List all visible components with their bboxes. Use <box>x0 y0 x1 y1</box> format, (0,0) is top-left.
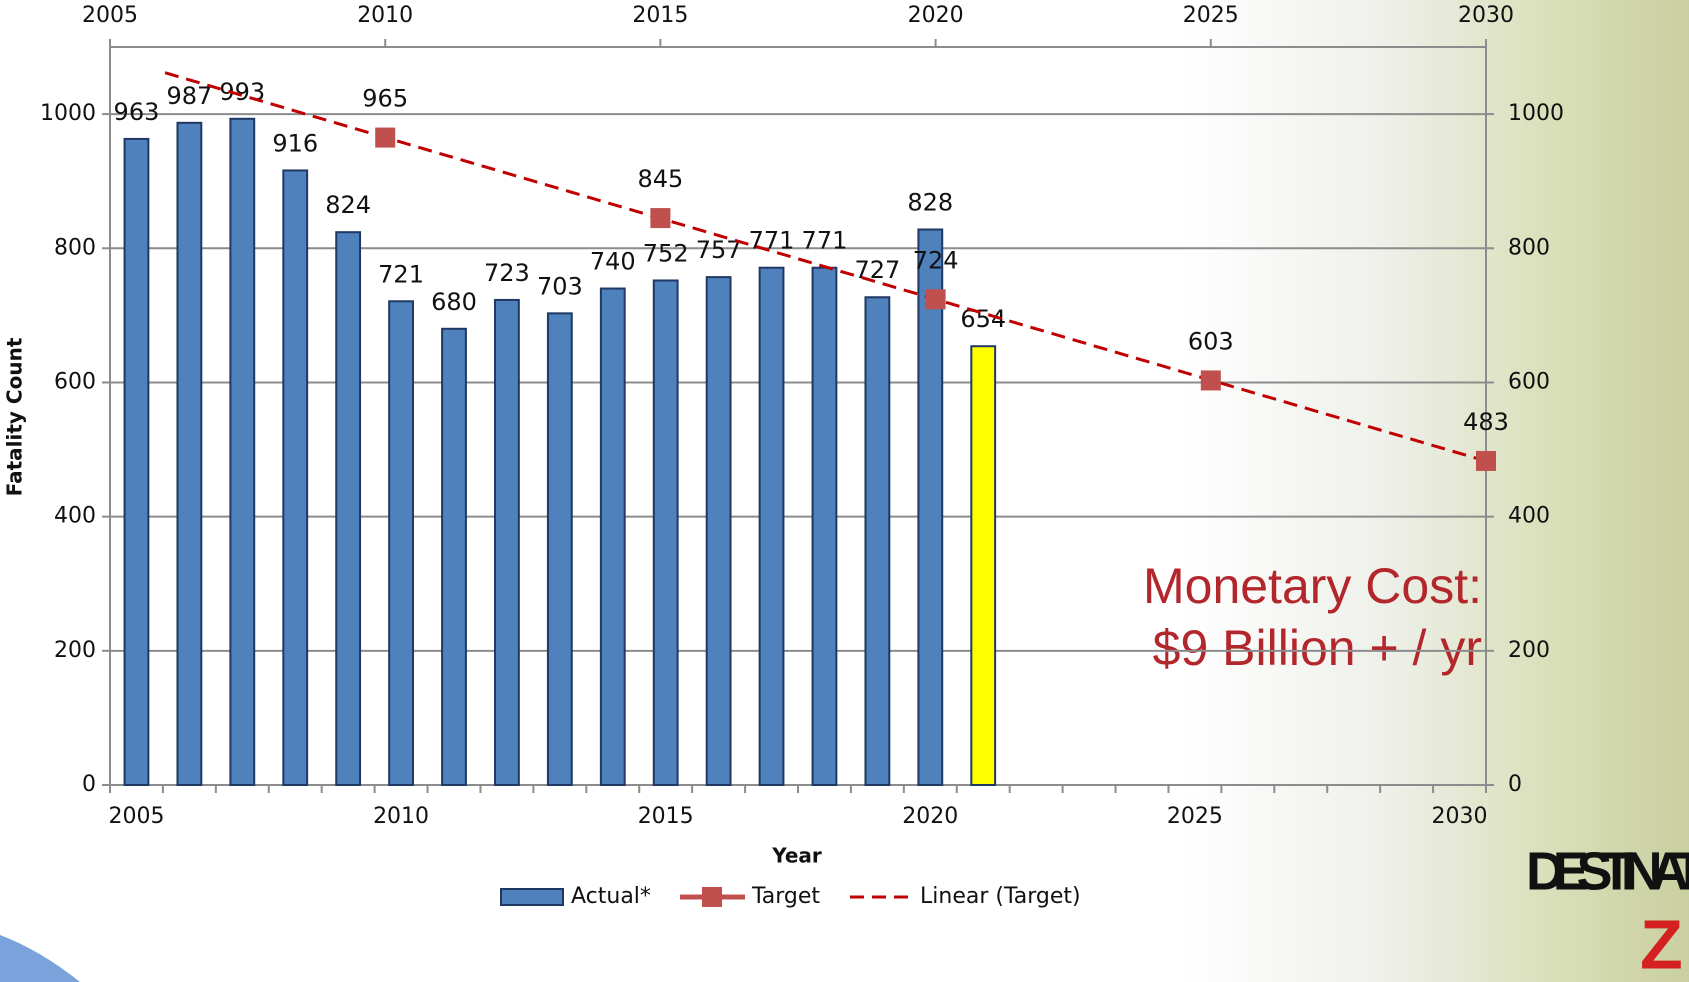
data-label: 752 <box>643 239 689 267</box>
x2-tick-label: 2030 <box>1458 3 1514 28</box>
decor-curve <box>0 935 80 982</box>
x2-tick-label: 2005 <box>82 3 138 28</box>
x-tick-label: 2030 <box>1432 804 1488 829</box>
y2-tick-label: 400 <box>1508 504 1550 529</box>
marker <box>375 127 396 148</box>
x2-tick-label: 2025 <box>1183 3 1239 28</box>
bar <box>599 287 626 786</box>
data-label: 771 <box>749 227 795 255</box>
marker <box>1476 450 1496 471</box>
x-tick-label: 2005 <box>108 804 164 829</box>
data-label: 771 <box>802 227 848 255</box>
data-label: 603 <box>1188 327 1234 355</box>
y-tick-label: 1000 <box>40 101 96 126</box>
bar <box>123 137 150 786</box>
x-tick-label: 2010 <box>373 804 429 829</box>
data-label: 963 <box>114 98 160 126</box>
bar <box>917 228 944 787</box>
y2-tick-label: 1000 <box>1508 101 1564 126</box>
x2-tick-label: 2020 <box>908 3 964 28</box>
data-label: 740 <box>590 248 636 276</box>
marker <box>1200 370 1221 391</box>
data-label: 916 <box>272 129 318 157</box>
y-tick-label: 400 <box>54 504 96 529</box>
y2-tick-label: 0 <box>1508 772 1522 797</box>
bar <box>811 266 838 787</box>
data-label: 828 <box>907 188 953 216</box>
y2-tick-label: 800 <box>1508 235 1550 260</box>
bar <box>229 117 256 786</box>
data-label: 987 <box>166 82 212 110</box>
logo-text: DESTINAT <box>1526 841 1689 901</box>
annotation: Monetary Cost: <box>1143 558 1482 614</box>
bar <box>705 276 732 786</box>
x-tick-label: 2025 <box>1167 804 1223 829</box>
y-tick-label: 200 <box>54 638 96 663</box>
data-label: 845 <box>637 165 683 193</box>
data-label: 724 <box>913 246 959 274</box>
data-label: 483 <box>1463 408 1509 436</box>
bar <box>864 296 891 786</box>
x-axis-label: Year <box>771 844 822 868</box>
x2-tick-label: 2015 <box>632 3 688 28</box>
bar <box>176 121 203 786</box>
legend-label: Target <box>751 884 820 909</box>
bar <box>546 312 573 786</box>
legend-label: Linear (Target) <box>920 884 1081 909</box>
data-label: 824 <box>325 191 371 219</box>
bar <box>652 279 679 786</box>
x-tick-label: 2020 <box>902 804 958 829</box>
data-label: 721 <box>378 260 424 288</box>
bar <box>335 231 362 787</box>
data-label: 757 <box>696 236 742 264</box>
bar <box>758 266 785 787</box>
marker <box>925 289 946 310</box>
x2-tick-label: 2010 <box>357 3 413 28</box>
bar <box>494 298 520 786</box>
data-label: 723 <box>484 259 530 287</box>
bar <box>441 327 467 786</box>
y-tick-label: 800 <box>54 235 96 260</box>
bar <box>388 300 414 786</box>
data-label: 703 <box>537 272 583 300</box>
data-label: 727 <box>854 256 900 284</box>
legend-label: Actual* <box>571 884 651 909</box>
marker <box>650 208 671 229</box>
bar <box>970 345 997 786</box>
y-tick-label: 600 <box>54 369 96 394</box>
x-tick-label: 2015 <box>638 804 694 829</box>
data-label: 965 <box>362 85 408 113</box>
data-label: 680 <box>431 288 477 316</box>
annotation: $9 Billion + / yr <box>1153 620 1482 676</box>
y2-tick-label: 200 <box>1508 638 1550 663</box>
y2-tick-label: 600 <box>1508 369 1550 394</box>
logo-text: Z <box>1640 905 1683 982</box>
legend-swatch <box>500 888 564 906</box>
legend-swatch <box>702 887 722 907</box>
bar <box>282 169 309 786</box>
y-axis-label: Fatality Count <box>3 337 27 496</box>
y-tick-label: 0 <box>82 772 96 797</box>
